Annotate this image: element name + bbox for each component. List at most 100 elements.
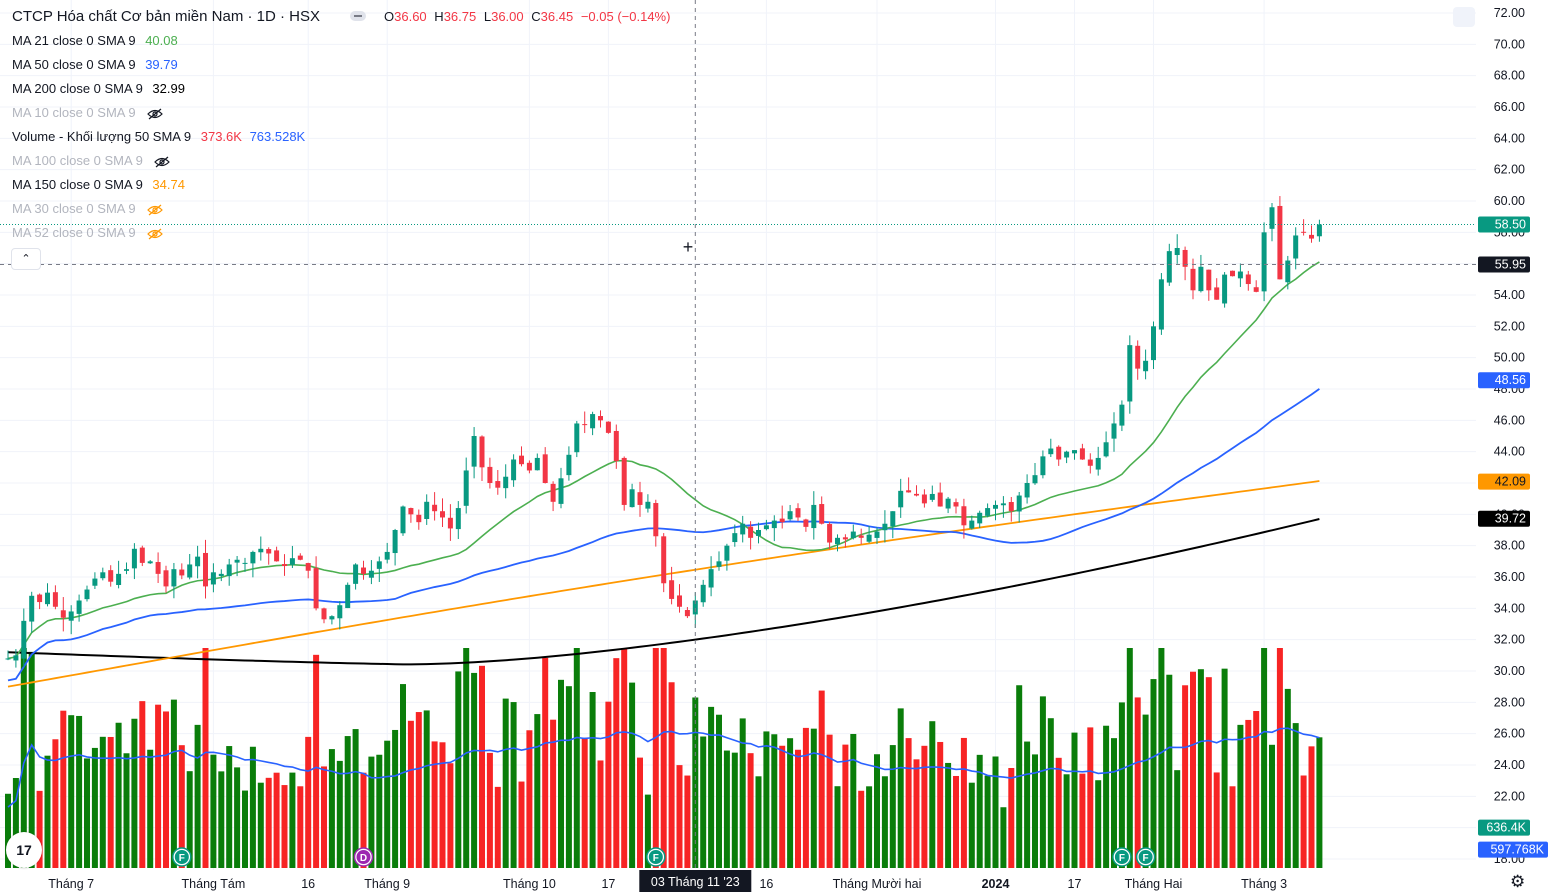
candle-body [361, 567, 366, 574]
price-badge-label: 58.50 [1495, 218, 1526, 232]
volume-bar [60, 710, 67, 868]
gear-icon[interactable]: ⚙ [1510, 872, 1526, 891]
candle-body [479, 436, 485, 468]
volume-bar [297, 786, 304, 868]
legend-name: MA 200 close 0 SMA 9 [12, 81, 143, 96]
candle-body [566, 454, 572, 476]
volume-bar [723, 750, 730, 868]
volume-bar [1237, 724, 1244, 868]
tradingview-logo[interactable]: 17 [6, 832, 42, 868]
low-value: 36.00 [491, 9, 524, 24]
volume-bar [226, 746, 233, 868]
volume-bar [700, 736, 707, 868]
volume-bar [471, 672, 478, 868]
event-marker-label: D [360, 853, 367, 864]
price-tick-label: 30.00 [1494, 664, 1525, 678]
legend-ma100[interactable]: MA 100 close 0 SMA 9 [12, 152, 171, 170]
price-tick-label: 52.00 [1494, 319, 1525, 333]
eye-off-icon[interactable] [154, 156, 171, 168]
candle-body [108, 570, 114, 582]
legend-ma150[interactable]: MA 150 close 0 SMA 9 34.74 [12, 176, 185, 194]
eye-off-icon[interactable] [147, 204, 164, 216]
candle-body [187, 564, 193, 578]
candle-body [629, 489, 635, 508]
close-label: C [531, 9, 541, 24]
candle-body [835, 537, 840, 545]
volume-ma-line [7, 727, 1320, 808]
crosshair-date-badge [639, 870, 752, 892]
candle-body [1079, 448, 1085, 460]
candle-body [645, 501, 651, 509]
event-marker-label: F [653, 853, 659, 864]
volume-bar [178, 745, 185, 868]
volume-bar [1284, 688, 1291, 868]
legend-value-ma: 763.528K [249, 129, 306, 144]
legend-volume[interactable]: Volume - Khối lượng 50 SMA 9 373.6K 763.… [12, 128, 305, 146]
candle-body [234, 559, 240, 563]
eye-off-icon[interactable] [147, 228, 164, 240]
candle-body [637, 492, 643, 505]
screenshot-icon[interactable] [1453, 7, 1475, 27]
volume-bar [218, 771, 225, 868]
candle-body [1127, 345, 1133, 402]
candle-body [582, 424, 588, 426]
volume-bar [881, 776, 888, 868]
candle-body [1143, 360, 1149, 372]
candle-body [84, 589, 90, 600]
volume-bar [1174, 770, 1181, 868]
symbol-title[interactable]: CTCP Hóa chất Cơ bản miền Nam · 1D · HSX [12, 8, 320, 25]
volume-bar [281, 785, 288, 868]
volume-bar [968, 782, 975, 868]
volume-bar [1063, 774, 1070, 868]
volume-bar [913, 759, 920, 868]
legend-ma200[interactable]: MA 200 close 0 SMA 9 32.99 [12, 80, 185, 98]
legend-ma30[interactable]: MA 30 close 0 SMA 9 [12, 200, 164, 218]
collapse-legend-button[interactable]: ⌃ [11, 248, 41, 270]
volume-bar [739, 718, 746, 868]
candle-body [116, 573, 122, 585]
candle-body [424, 501, 430, 519]
volume-bar [992, 756, 999, 868]
volume-bar [249, 746, 256, 868]
volume-bar [1269, 744, 1275, 868]
candle-body [1174, 248, 1180, 256]
candle-body [1190, 268, 1196, 291]
price-badge [1478, 841, 1548, 858]
legend-ma21[interactable]: MA 21 close 0 SMA 9 40.08 [12, 32, 178, 50]
volume-bar [76, 715, 83, 868]
candle-body [210, 572, 216, 585]
candle-body [1269, 207, 1275, 229]
volume-bar [1292, 723, 1299, 868]
volume-bar [392, 729, 399, 868]
volume-bar [99, 736, 106, 868]
volume-bar [960, 737, 967, 868]
candle-body [37, 594, 43, 603]
volume-bar [850, 733, 857, 868]
candle-body [416, 514, 422, 523]
minimize-pill-icon[interactable] [350, 11, 366, 21]
chart-title-row: CTCP Hóa chất Cơ bản miền Nam · 1D · HSX [12, 6, 320, 28]
price-tick-label: 68.00 [1494, 69, 1525, 83]
volume-bar [1142, 714, 1149, 868]
legend-ma50[interactable]: MA 50 close 0 SMA 9 39.79 [12, 56, 178, 74]
eye-off-icon[interactable] [147, 108, 164, 120]
volume-bar [407, 720, 414, 868]
volume-bar [858, 790, 865, 868]
candle-body [440, 511, 445, 518]
candle-body [226, 564, 232, 577]
volume-bar [439, 742, 446, 868]
volume-bar [1134, 697, 1141, 868]
volume-bar [163, 711, 169, 868]
legend-ma52[interactable]: MA 52 close 0 SMA 9 [12, 224, 164, 242]
candle-body [598, 416, 603, 421]
candle-body [313, 568, 319, 609]
candle-body [613, 430, 619, 462]
legend-ma10[interactable]: MA 10 close 0 SMA 9 [12, 104, 164, 122]
candle-body [771, 520, 777, 529]
volume-bar [242, 790, 248, 868]
candle-body [795, 508, 801, 518]
volume-bar [313, 654, 320, 868]
volume-bar [1000, 807, 1007, 868]
volume-bar [565, 686, 572, 868]
